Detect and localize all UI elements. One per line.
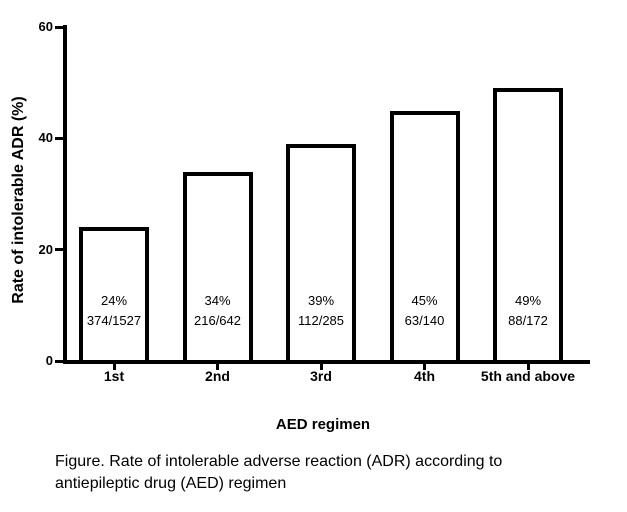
- bar-fraction-label: 374/1527: [86, 313, 142, 328]
- bar-fraction-label: 88/172: [508, 313, 548, 328]
- bar-percent-label: 24%: [100, 293, 128, 308]
- y-axis-tick-label: 20: [38, 241, 53, 257]
- y-axis-tick: [55, 136, 63, 140]
- x-axis-category-label: 5th and above: [480, 368, 576, 384]
- bar-fraction-label: 112/285: [297, 313, 345, 328]
- y-axis-tick: [55, 25, 63, 29]
- bar-4th: [389, 110, 460, 364]
- y-axis-tick: [55, 359, 63, 363]
- x-axis-tick: [423, 364, 426, 370]
- figure-caption: Figure. Rate of intolerable adverse reac…: [55, 451, 590, 495]
- figure-caption-line-2: antiepileptic drug (AED) regimen: [55, 475, 287, 492]
- bar-fraction-label: 216/642: [194, 313, 241, 328]
- bar-percent-label: 49%: [514, 293, 542, 308]
- y-axis-tick-label: 60: [38, 19, 53, 34]
- bar-2nd: [182, 171, 253, 364]
- figure-caption-line-1: Figure. Rate of intolerable adverse reac…: [55, 453, 503, 470]
- bar-5th and above: [493, 88, 563, 364]
- x-axis-tick: [526, 364, 530, 370]
- y-axis-tick-label: 40: [38, 130, 53, 146]
- bar-percent-label: 34%: [204, 293, 231, 308]
- x-axis-category-label: 2nd: [205, 368, 230, 384]
- x-axis-category-label: 3rd: [310, 368, 332, 384]
- x-axis-tick: [216, 364, 219, 370]
- bar-3rd: [286, 143, 356, 364]
- bar-percent-label: 45%: [411, 293, 438, 308]
- bar-fraction-label: 63/140: [404, 313, 445, 328]
- x-axis-title: AED regimen: [275, 416, 371, 433]
- bar-1st: [79, 227, 149, 364]
- x-axis-category-label: 1st: [103, 368, 125, 384]
- y-axis-tick-label: 0: [45, 353, 53, 368]
- x-axis-tick: [112, 364, 116, 370]
- x-axis-category-label: 4th: [414, 368, 435, 384]
- y-axis-title: Rate of intolerable ADR (%): [10, 96, 27, 304]
- x-axis-tick: [319, 364, 323, 370]
- y-axis-tick: [55, 248, 63, 252]
- y-axis-line: [63, 25, 67, 364]
- bar-percent-label: 39%: [307, 293, 335, 308]
